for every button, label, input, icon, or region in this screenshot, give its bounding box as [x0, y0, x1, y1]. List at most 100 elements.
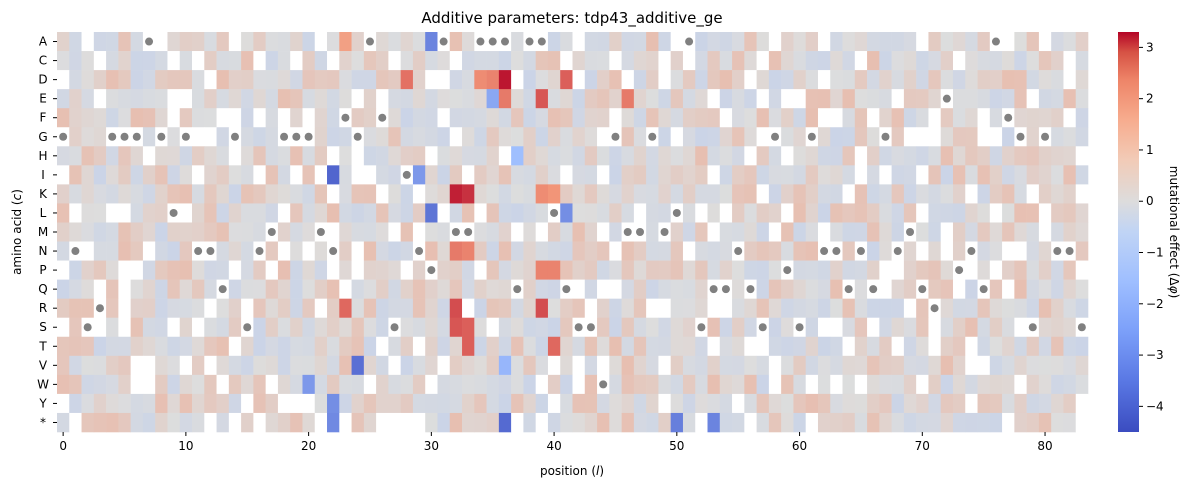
heatmap-cell: [781, 184, 794, 204]
heatmap-cell: [1051, 70, 1064, 90]
heatmap-cell: [891, 355, 905, 376]
heatmap-cell: [879, 355, 892, 376]
heatmap-cell: [265, 336, 279, 357]
heatmap-cell: [560, 165, 573, 185]
heatmap-cell: [363, 51, 377, 71]
heatmap-cell: [388, 393, 401, 414]
heatmap-cell: [388, 241, 401, 261]
heatmap-cell: [609, 184, 622, 204]
heatmap-cell: [965, 89, 978, 109]
heatmap-cell: [474, 127, 487, 147]
wildtype-marker: [1053, 247, 1062, 256]
heatmap-cell: [216, 127, 230, 147]
heatmap-cell: [228, 203, 242, 223]
heatmap-cell: [646, 108, 659, 128]
heatmap-cell: [1002, 393, 1015, 414]
heatmap-cell: [584, 108, 598, 128]
heatmap-cell: [400, 32, 414, 52]
heatmap-cell: [597, 222, 610, 242]
heatmap-cell: [1075, 127, 1089, 147]
heatmap-cell: [867, 165, 880, 185]
heatmap-cell: [597, 184, 610, 204]
heatmap-cell: [989, 89, 1003, 109]
heatmap-cell: [69, 70, 82, 90]
heatmap-cell: [290, 108, 303, 128]
heatmap-cell: [302, 89, 316, 109]
heatmap-cell: [1075, 70, 1089, 90]
heatmap-cell: [830, 260, 843, 280]
heatmap-cell: [977, 317, 991, 338]
heatmap-cell: [744, 355, 757, 376]
heatmap-cell: [842, 165, 856, 185]
heatmap-cell: [1038, 51, 1052, 71]
heatmap-cell: [560, 355, 573, 376]
heatmap-cell: [449, 317, 463, 338]
heatmap-cell: [228, 146, 242, 166]
heatmap-cell: [867, 108, 880, 128]
heatmap-cell: [388, 32, 401, 52]
heatmap-cell: [842, 298, 856, 319]
heatmap-cell: [1075, 374, 1089, 395]
heatmap-cell: [805, 222, 819, 242]
heatmap-cell: [768, 203, 782, 223]
heatmap-cell: [498, 241, 512, 261]
heatmap-cell: [597, 355, 610, 376]
heatmap-cell: [204, 165, 217, 185]
heatmap-cell: [93, 317, 107, 338]
heatmap-cell: [547, 298, 561, 319]
heatmap-cell: [1038, 393, 1052, 414]
heatmap-cell: [511, 260, 524, 280]
heatmap-cell: [437, 298, 451, 319]
heatmap-cell: [940, 298, 954, 319]
heatmap-cell: [339, 241, 352, 261]
heatmap-cell: [474, 279, 487, 299]
heatmap-cell: [1063, 165, 1077, 185]
heatmap-cell: [523, 70, 536, 90]
wildtype-marker: [746, 285, 755, 294]
heatmap-cell: [265, 412, 279, 433]
heatmap-cell: [327, 298, 340, 319]
heatmap-cell: [412, 127, 426, 147]
heatmap-cell: [216, 108, 230, 128]
heatmap-cell: [204, 260, 217, 280]
wildtype-marker: [918, 285, 927, 294]
heatmap-cell: [1063, 32, 1077, 52]
heatmap-cell: [560, 70, 573, 90]
heatmap-cell: [707, 108, 721, 128]
heatmap-cell: [400, 412, 414, 433]
heatmap-cell: [462, 298, 475, 319]
heatmap-cell: [952, 222, 966, 242]
heatmap-cell: [1063, 146, 1077, 166]
wildtype-marker: [476, 37, 485, 46]
colorbar-label: mutational effect (Δφ): [1167, 166, 1181, 299]
heatmap-cell: [351, 70, 365, 90]
heatmap-cell: [474, 317, 487, 338]
heatmap-cell: [584, 355, 598, 376]
heatmap-cell: [253, 127, 266, 147]
heatmap-cell: [486, 317, 500, 338]
heatmap-cell: [854, 51, 868, 71]
heatmap-cell: [1038, 336, 1052, 357]
heatmap-cell: [830, 279, 843, 299]
heatmap-cell: [69, 336, 82, 357]
heatmap-cell: [572, 260, 586, 280]
heatmap-cell: [1075, 203, 1089, 223]
heatmap-cell: [1038, 260, 1052, 280]
heatmap-cell: [670, 32, 684, 52]
heatmap-cell: [290, 260, 303, 280]
heatmap-cell: [805, 32, 819, 52]
heatmap-cell: [228, 184, 242, 204]
heatmap-cell: [474, 165, 487, 185]
heatmap-cell: [707, 222, 721, 242]
heatmap-cell: [216, 374, 230, 395]
heatmap-cell: [204, 203, 217, 223]
heatmap-cell: [535, 51, 549, 71]
heatmap-cell: [928, 336, 942, 357]
heatmap-cell: [1051, 51, 1064, 71]
heatmap-cell: [682, 222, 696, 242]
heatmap-cell: [351, 165, 365, 185]
heatmap-cell: [376, 298, 389, 319]
heatmap-cell: [523, 241, 536, 261]
heatmap-cell: [903, 127, 917, 147]
